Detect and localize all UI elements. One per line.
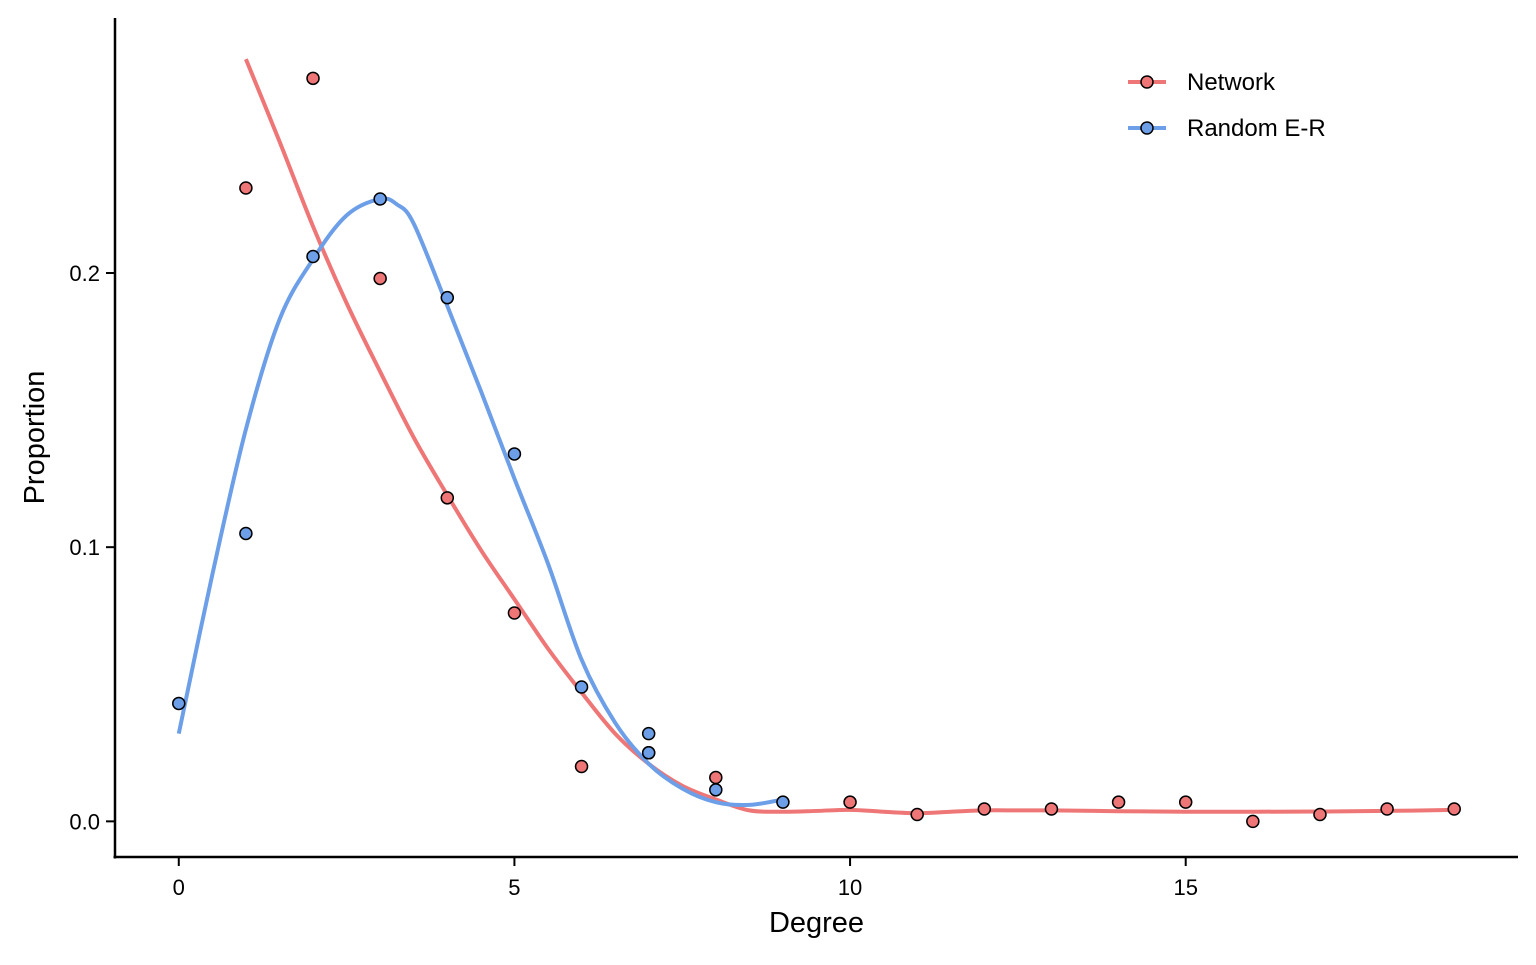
point-random-e-r xyxy=(641,746,656,760)
point-network xyxy=(1313,807,1327,822)
point-random-e-r xyxy=(574,680,589,694)
point-network xyxy=(507,606,522,620)
point-random-e-r xyxy=(239,526,253,541)
line-network xyxy=(244,58,1455,816)
point-network xyxy=(1111,795,1126,809)
axes-layer: 0 5 10 15 0.0 0.1 0.2 Degree Proportion xyxy=(19,18,1518,939)
y-tick-label: 0.2 xyxy=(69,261,100,286)
x-tick-label: 0 xyxy=(173,875,185,900)
y-axis-title: Proportion xyxy=(19,371,51,505)
y-tick-label: 0.0 xyxy=(69,809,100,834)
point-network xyxy=(709,770,723,785)
x-axis-title: Degree xyxy=(769,907,864,939)
point-network xyxy=(373,271,387,286)
point-random-e-r xyxy=(776,795,790,809)
x-tick-label: 10 xyxy=(838,875,862,900)
legend-key-point-random-e-r xyxy=(1140,121,1154,135)
point-network xyxy=(306,71,320,86)
point-network xyxy=(440,491,455,505)
point-network xyxy=(1044,802,1059,816)
point-network xyxy=(977,802,992,816)
y-tick-label: 0.1 xyxy=(69,535,100,560)
point-random-e-r xyxy=(373,192,387,206)
line-random-e-r xyxy=(176,196,784,808)
point-random-e-r xyxy=(709,783,723,797)
x-tick-label: 5 xyxy=(508,875,520,900)
point-network xyxy=(1178,795,1193,809)
point-network xyxy=(910,807,924,822)
legend-label-random-e-r: Random E-R xyxy=(1187,115,1326,142)
legend: Network Random E-R xyxy=(1128,69,1326,142)
x-tick-label: 15 xyxy=(1173,875,1197,900)
legend-label-network: Network xyxy=(1187,69,1276,96)
point-random-e-r xyxy=(306,249,320,264)
point-random-e-r xyxy=(172,696,186,711)
point-network xyxy=(1447,802,1461,816)
points-layer xyxy=(172,71,1461,829)
legend-key-point-network xyxy=(1140,75,1154,89)
point-network xyxy=(1246,814,1260,829)
smooth-lines-layer xyxy=(176,58,1455,816)
point-network xyxy=(1380,802,1394,816)
point-network xyxy=(843,795,857,809)
point-network xyxy=(574,759,589,774)
point-random-e-r xyxy=(507,447,522,461)
point-network xyxy=(239,181,253,195)
point-random-e-r xyxy=(641,726,656,741)
point-random-e-r xyxy=(440,290,455,305)
